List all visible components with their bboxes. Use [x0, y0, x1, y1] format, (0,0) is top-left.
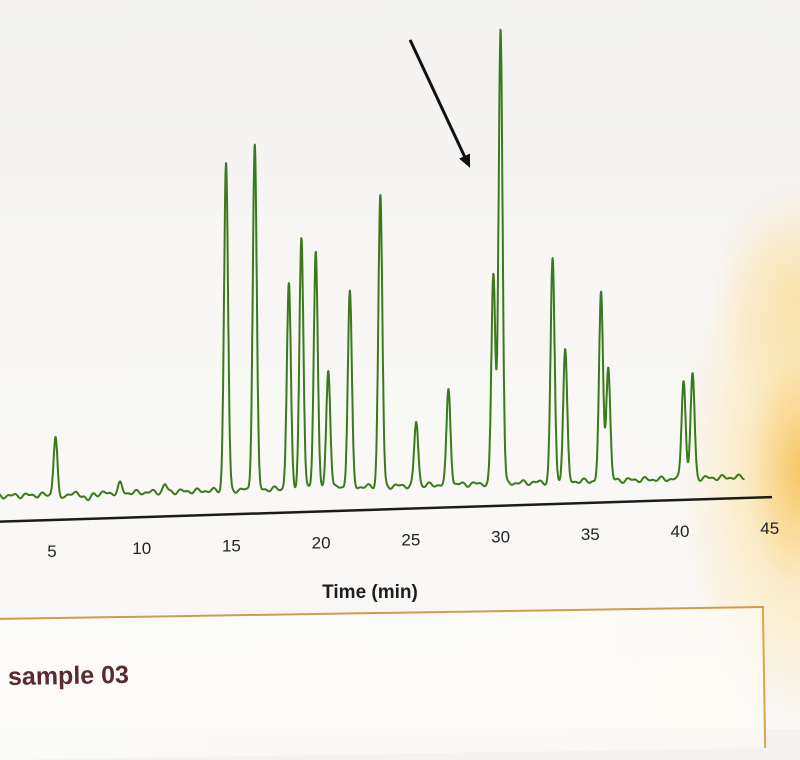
x-tick-label: 40: [671, 522, 690, 541]
x-tick-label: 15: [222, 536, 241, 555]
x-axis-line: [0, 495, 773, 523]
annotation-arrow-head: [459, 153, 471, 168]
chromatogram-chart: 5 10 15 20 25 30 35 40 45 Time (min): [0, 28, 779, 603]
x-tick-label: 5: [47, 542, 56, 561]
x-tick-label: 45: [760, 519, 779, 538]
x-axis-label: Time (min): [322, 582, 418, 603]
x-tick-label: 35: [581, 525, 600, 544]
x-tick-label: 20: [312, 533, 331, 552]
sample-label: sample 03: [7, 660, 130, 692]
x-tick-label: 25: [401, 531, 420, 550]
annotation-arrow-line: [408, 39, 469, 163]
x-tick-label: 10: [132, 539, 151, 558]
x-tick-label: 30: [491, 528, 510, 547]
chromatogram-trace: [0, 28, 746, 502]
